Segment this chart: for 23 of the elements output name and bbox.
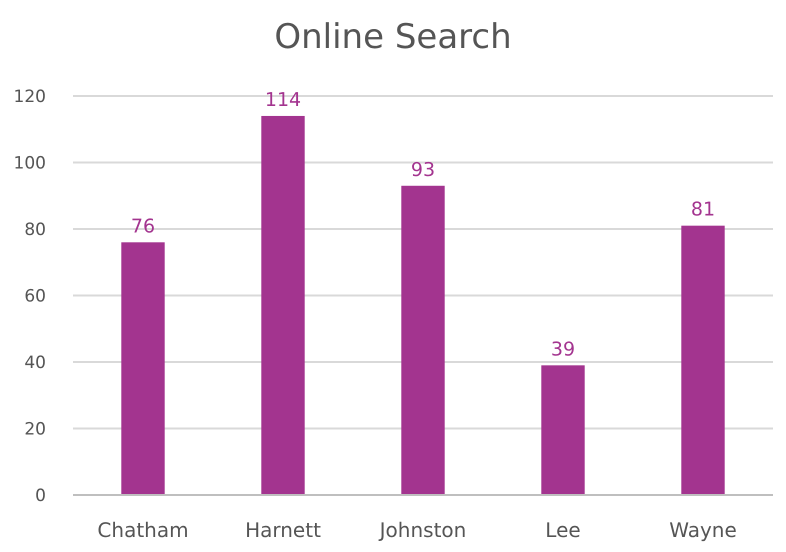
data-label: 81: [690, 198, 716, 221]
data-label: 76: [130, 215, 156, 238]
bar: [681, 226, 725, 495]
y-tick-label: 120: [14, 86, 46, 107]
x-tick-label: Johnston: [378, 518, 466, 542]
y-tick-label: 60: [24, 286, 46, 306]
data-label: 39: [550, 338, 576, 360]
x-tick-label: Lee: [545, 518, 581, 542]
y-tick-label: 0: [35, 486, 46, 506]
bar: [401, 186, 445, 495]
x-tick-label: Harnett: [245, 518, 322, 542]
x-tick-label: Wayne: [669, 518, 737, 542]
x-tick-label: Chatham: [97, 518, 189, 542]
y-tick-label: 80: [24, 220, 46, 240]
bar: [541, 365, 585, 495]
data-label: 93: [410, 158, 436, 181]
y-tick-label: 100: [14, 153, 46, 174]
data-label: 114: [264, 88, 302, 111]
y-tick-label: 40: [24, 352, 46, 373]
bar: [261, 116, 305, 495]
y-tick-label: 20: [24, 419, 46, 440]
bar: [121, 242, 165, 495]
chart-title: Online Search: [274, 17, 512, 57]
